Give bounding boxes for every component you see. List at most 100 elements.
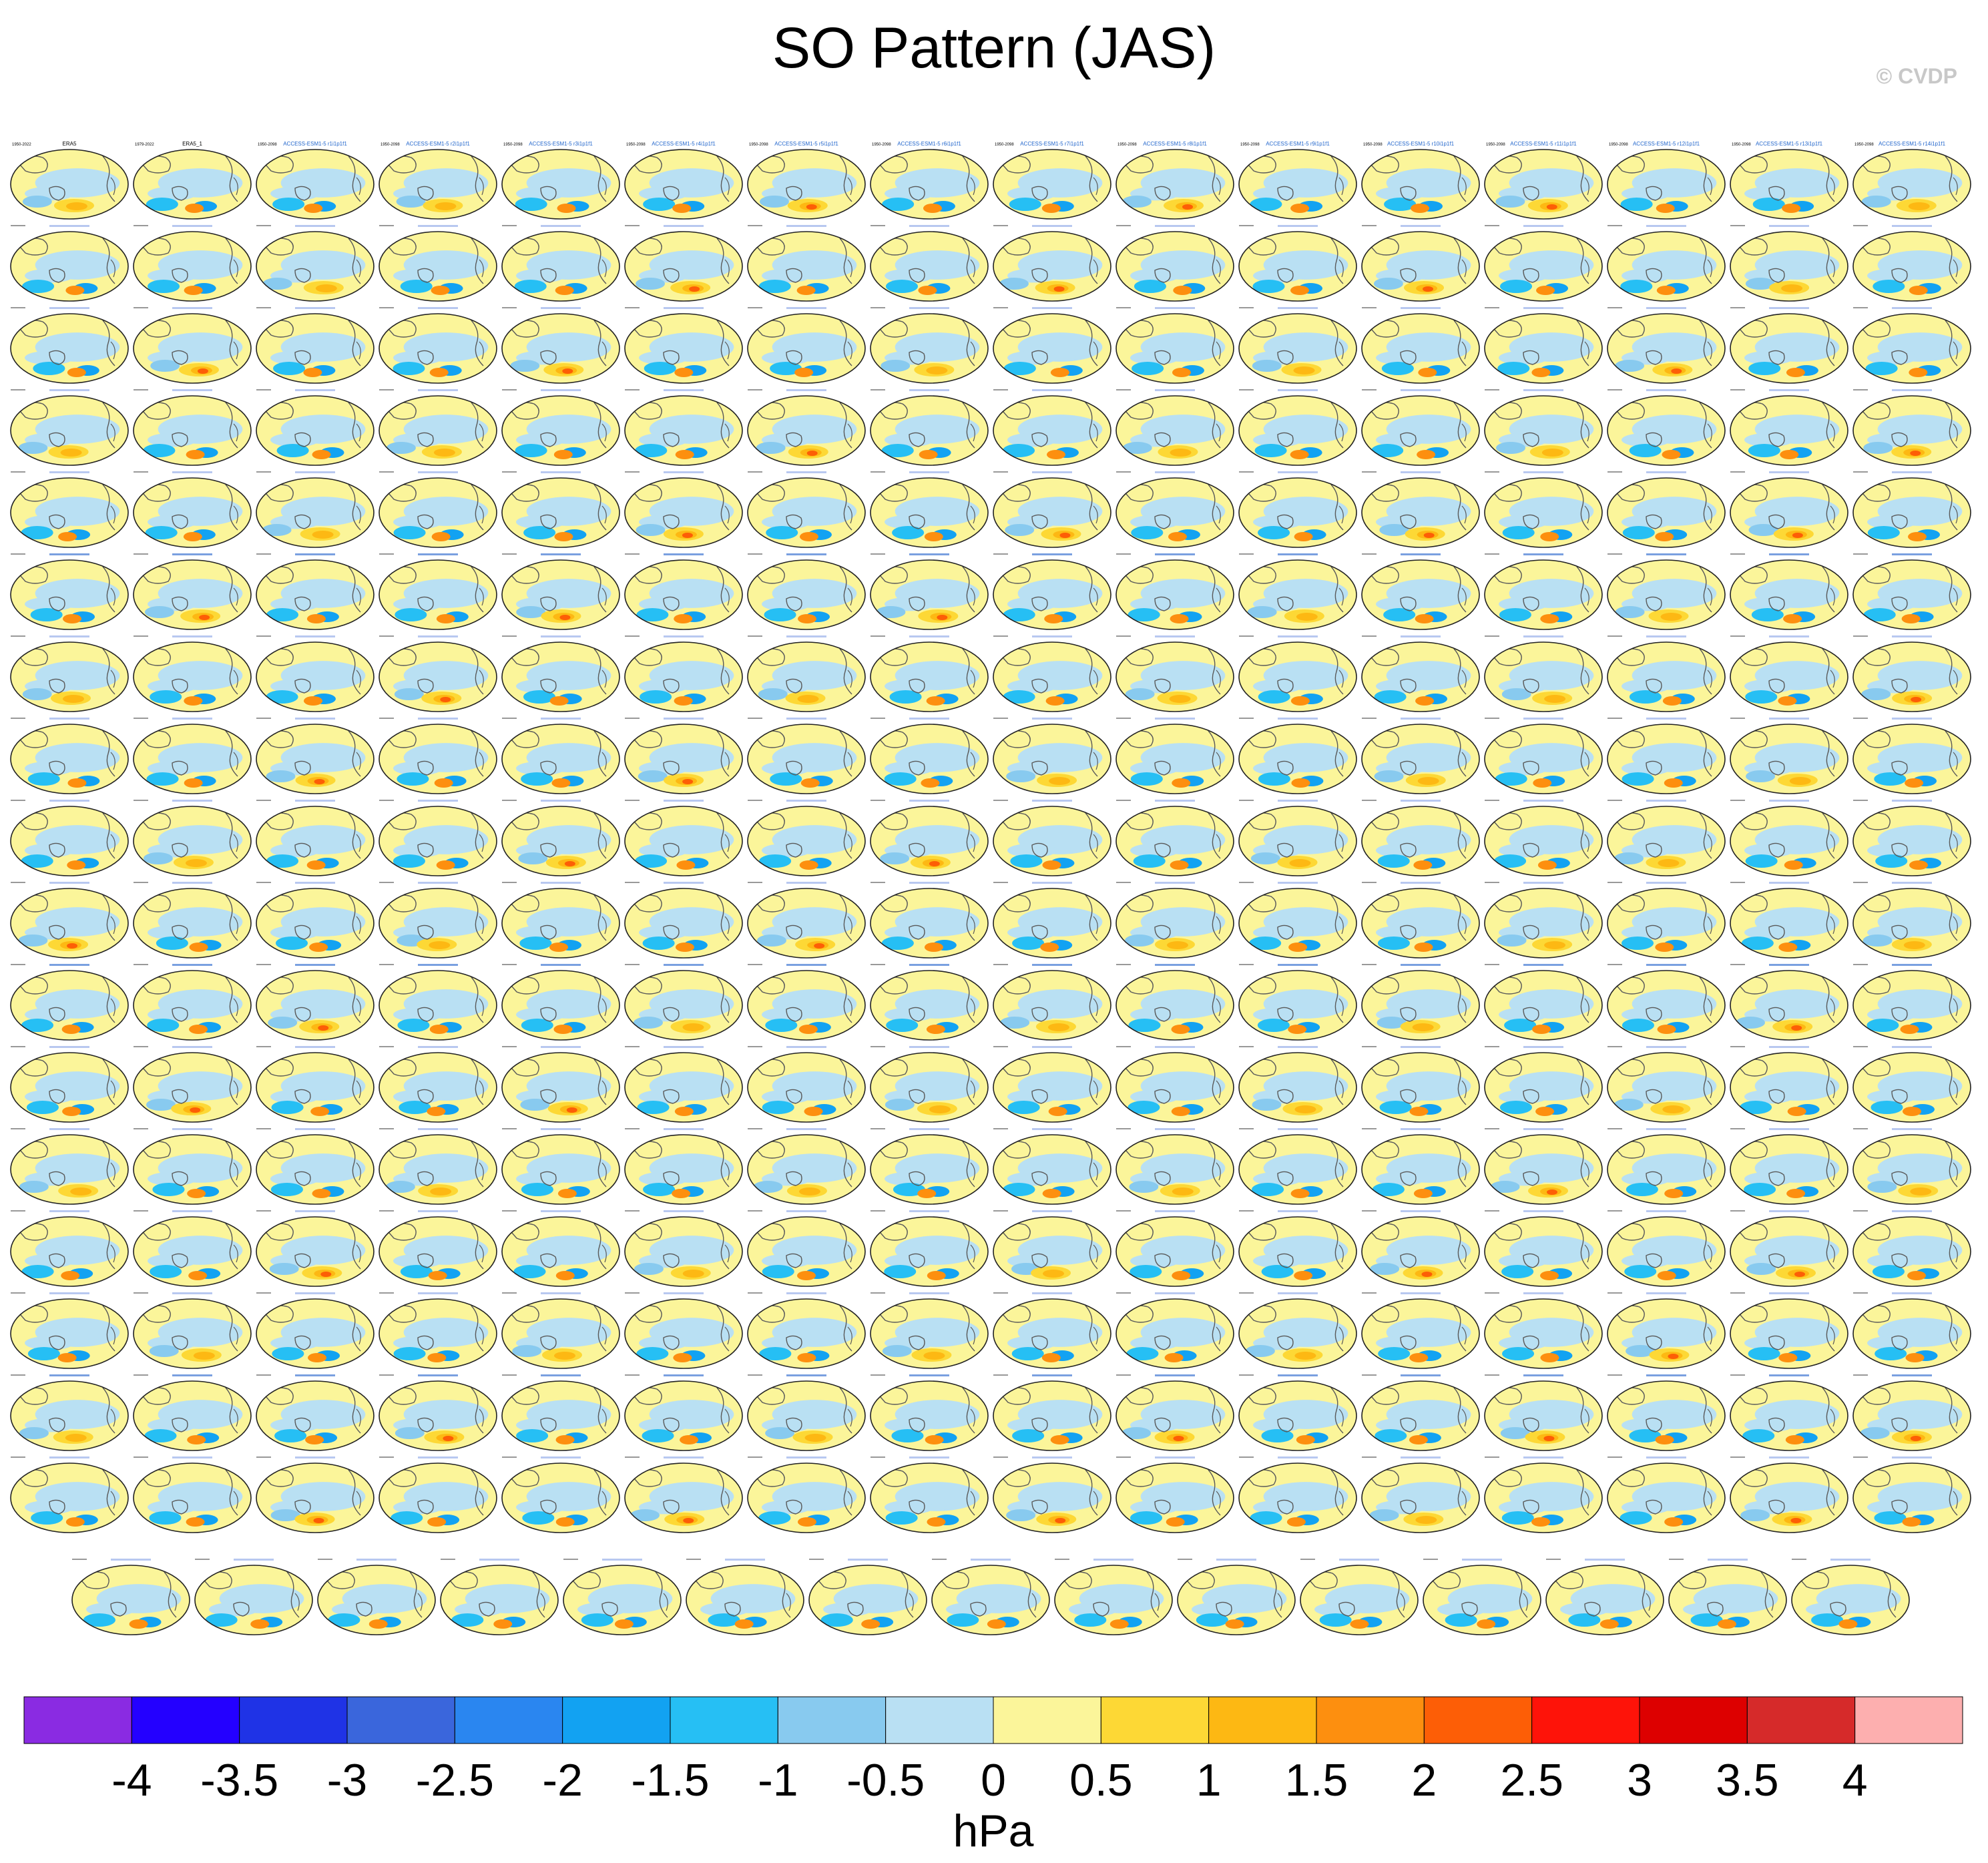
- colorbar-tick-label: -4: [111, 1755, 152, 1806]
- map-panel: ACCESS-ESM1-5 r12i1p1f1 1950-2098: [1607, 141, 1726, 220]
- map-panel: [808, 1559, 927, 1635]
- map-panel: [133, 635, 252, 712]
- map-panel: [1484, 1456, 1603, 1533]
- map-panel: [870, 800, 989, 876]
- map-panel: [1852, 1128, 1971, 1205]
- colorbar-swatch: [23, 1696, 132, 1744]
- map-panel: [993, 1456, 1111, 1533]
- map-panel: [1607, 1046, 1726, 1123]
- panel-label: ACCESS-ESM1-5 r9i1p1f1: [1266, 141, 1330, 147]
- panel-label: ACCESS-ESM1-5 r8i1p1f1: [1143, 141, 1207, 147]
- map-panel: [1730, 635, 1848, 712]
- panel-label: ACCESS-ESM1-5 r3i1p1f1: [529, 141, 593, 147]
- map-panel: [440, 1559, 559, 1635]
- map-panel: [1730, 307, 1848, 384]
- map-panel: [133, 800, 252, 876]
- map-panel: [870, 1046, 989, 1123]
- map-panel: [624, 635, 743, 712]
- map-panel: [1300, 1559, 1419, 1635]
- map-panel: [10, 1292, 129, 1369]
- map-panel: [993, 307, 1111, 384]
- map-panel: [1607, 389, 1726, 466]
- map-panel: [1607, 1210, 1726, 1287]
- map-panel: [747, 635, 866, 712]
- map-panel: [993, 800, 1111, 876]
- map-panel: [870, 553, 989, 630]
- panel-years: 1950-2022: [12, 143, 31, 147]
- map-panel: [624, 718, 743, 794]
- colorbar-swatch: [454, 1696, 563, 1744]
- map-panel: ACCESS-ESM1-5 r3i1p1f1 1950-2098: [501, 141, 620, 220]
- map-panel: [256, 964, 375, 1041]
- map-panel: [1115, 1046, 1234, 1123]
- panel-label: ERA5: [63, 141, 77, 147]
- colorbar-swatch: [1316, 1696, 1425, 1744]
- map-panel: [1238, 1374, 1357, 1451]
- map-panel: [993, 225, 1111, 302]
- map-panel: [1852, 225, 1971, 302]
- colorbar-swatch: [885, 1696, 994, 1744]
- map-panel: [133, 1374, 252, 1451]
- map-panel: [1607, 718, 1726, 794]
- map-panel: [10, 225, 129, 302]
- map-panel: [1607, 964, 1726, 1041]
- map-panel: [1730, 1456, 1848, 1533]
- map-panel: [501, 1456, 620, 1533]
- colorbar-tick-label: -1.5: [631, 1755, 709, 1806]
- map-panel: [624, 1292, 743, 1369]
- map-panel: [379, 1128, 497, 1205]
- map-panel: [747, 1128, 866, 1205]
- map-panel: [1361, 1046, 1480, 1123]
- map-panel: [133, 718, 252, 794]
- map-panel: [870, 471, 989, 548]
- panel-label: ACCESS-ESM1-5 r12i1p1f1: [1633, 141, 1700, 147]
- map-panel: [379, 307, 497, 384]
- colorbar-tick-label: 2: [1411, 1755, 1437, 1806]
- map-panel: [1852, 1046, 1971, 1123]
- map-panel: [501, 1128, 620, 1205]
- map-panel: ACCESS-ESM1-5 r9i1p1f1 1950-2098: [1238, 141, 1357, 220]
- map-panel: [1115, 1456, 1234, 1533]
- map-panel: [1484, 1292, 1603, 1369]
- map-panel: ERA5_1 1979-2022: [133, 141, 252, 220]
- map-panel: [256, 389, 375, 466]
- map-panel: [870, 882, 989, 959]
- map-panel: [1730, 1210, 1848, 1287]
- map-panel: [379, 1374, 497, 1451]
- map-panel: ACCESS-ESM1-5 r8i1p1f1 1950-2098: [1115, 141, 1234, 220]
- map-panel: [1115, 1292, 1234, 1369]
- map-panel: [1730, 1292, 1848, 1369]
- colorbar-tick-label: 3: [1627, 1755, 1652, 1806]
- map-panel: [379, 1046, 497, 1123]
- map-panel: [71, 1559, 190, 1635]
- map-panel: [1361, 1128, 1480, 1205]
- map-panel: [256, 225, 375, 302]
- map-panel: [1607, 471, 1726, 548]
- panel-years: 1950-2098: [995, 143, 1014, 147]
- panel-label: ACCESS-ESM1-5 r2i1p1f1: [406, 141, 470, 147]
- map-panel: [870, 1292, 989, 1369]
- map-panel: [1730, 718, 1848, 794]
- map-panel: [1607, 635, 1726, 712]
- map-panel: [133, 389, 252, 466]
- map-panel: [1361, 1374, 1480, 1451]
- map-panel: [624, 553, 743, 630]
- map-panel: [1115, 800, 1234, 876]
- map-panel: ACCESS-ESM1-5 r10i1p1f1 1950-2098: [1361, 141, 1480, 220]
- map-panel: [1607, 553, 1726, 630]
- map-panel: [1115, 882, 1234, 959]
- map-panel: [563, 1559, 682, 1635]
- map-panel: ACCESS-ESM1-5 r13i1p1f1 1950-2098: [1730, 141, 1848, 220]
- colorbar-tick-label: -3.5: [200, 1755, 278, 1806]
- map-panel: [256, 553, 375, 630]
- map-panel: [379, 1210, 497, 1287]
- map-panel: [256, 1292, 375, 1369]
- map-panel: [1852, 1374, 1971, 1451]
- map-panel: [133, 882, 252, 959]
- map-panel: [1852, 1210, 1971, 1287]
- map-panel: [1115, 718, 1234, 794]
- colorbar-tick-label: 4: [1842, 1755, 1868, 1806]
- map-panel: [870, 1128, 989, 1205]
- panel-years: 1950-2098: [1732, 143, 1751, 147]
- map-panel: [624, 471, 743, 548]
